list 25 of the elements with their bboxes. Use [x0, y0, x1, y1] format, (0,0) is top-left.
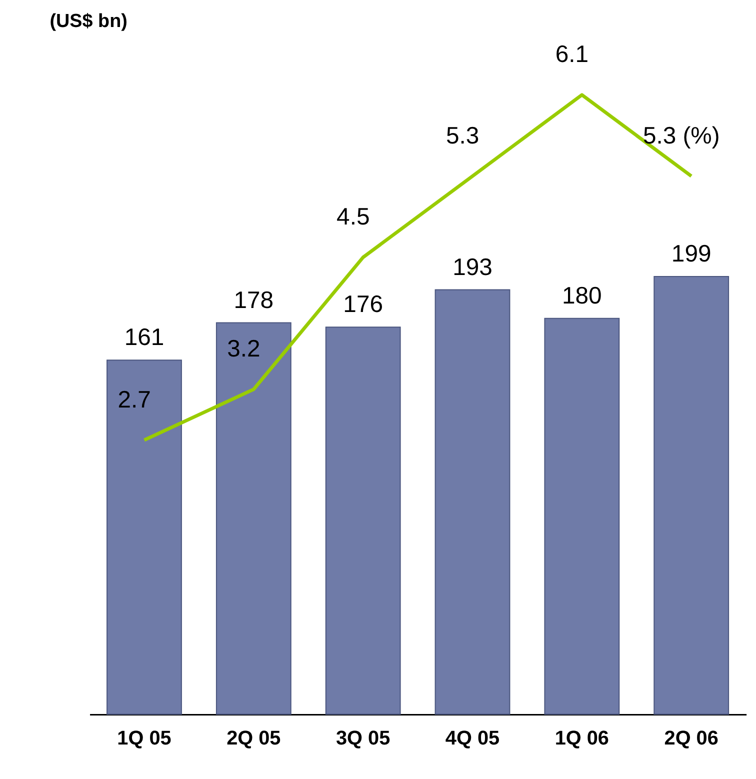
data-label: 5.3: [446, 122, 480, 150]
data-label: 199: [671, 240, 712, 268]
data-label: 6.1: [555, 41, 589, 68]
bar: [216, 322, 292, 715]
bar: [325, 326, 401, 715]
data-label: 5.3 (%): [642, 122, 720, 150]
data-label: 161: [124, 324, 164, 352]
data-label: 193: [452, 254, 492, 281]
x-tick-label: 1Q 05: [117, 728, 172, 750]
data-label: 2.7: [118, 386, 151, 414]
data-label: 176: [343, 291, 383, 318]
text: (US$ bn): [50, 11, 128, 32]
bar: [544, 318, 620, 715]
data-label: 178: [234, 286, 274, 314]
bar: [106, 360, 182, 715]
x-tick-label: 4Q 05: [445, 728, 500, 750]
bar: [654, 276, 730, 715]
data-label: 180: [562, 282, 602, 310]
x-tick-label: 2Q 05: [226, 728, 281, 750]
x-tick-label: 2Q 06: [664, 728, 718, 750]
x-tick-label: 3Q 05: [336, 728, 390, 750]
data-label: 3.2: [227, 335, 260, 362]
x-tick-label: 1Q 06: [554, 728, 609, 750]
bar: [434, 289, 510, 715]
data-label: 4.5: [336, 203, 370, 230]
